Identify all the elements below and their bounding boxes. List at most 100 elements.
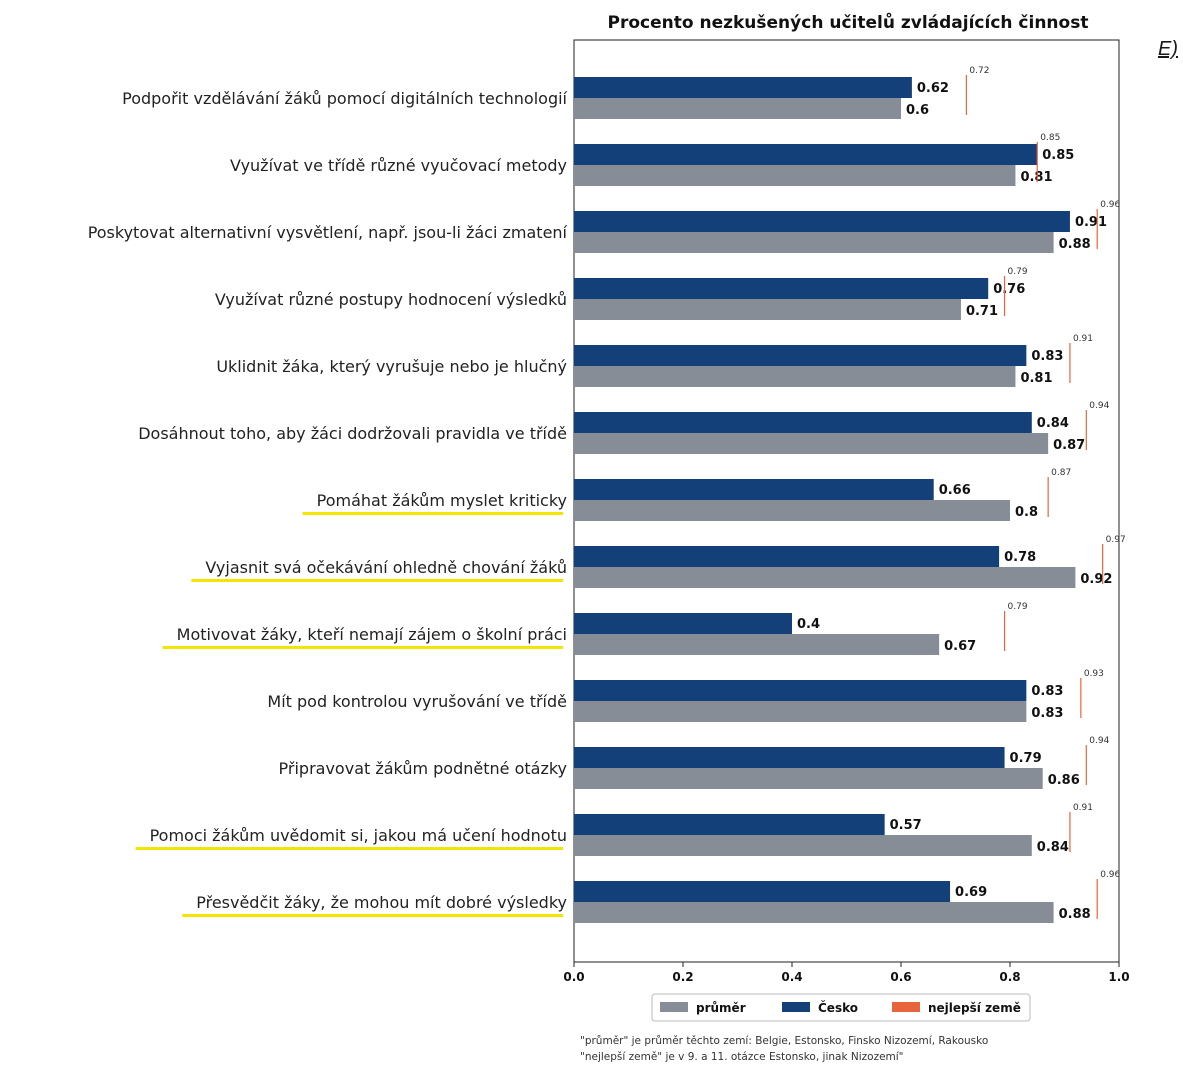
value-label-prumer: 0.86: [1048, 773, 1080, 788]
value-label-cesko: 0.83: [1031, 349, 1063, 364]
legend-swatch: [782, 1002, 810, 1012]
value-label-best: 0.97: [1106, 535, 1126, 545]
legend-label: nejlepší země: [928, 1001, 1021, 1015]
bar-prumer: [574, 366, 1016, 387]
bar-cesko: [574, 345, 1027, 366]
value-label-prumer: 0.92: [1080, 572, 1112, 587]
value-label-prumer: 0.81: [1020, 170, 1052, 185]
bar-cesko: [574, 546, 1000, 567]
value-label-cesko: 0.91: [1075, 215, 1107, 230]
bar-cesko: [574, 680, 1027, 701]
value-label-prumer: 0.84: [1037, 840, 1069, 855]
bar-cesko: [574, 613, 792, 634]
footnote-prumer: "průměr" je průměr těchto zemí: Belgie, …: [580, 1035, 989, 1047]
category-label: Uklidnit žáka, který vyrušuje nebo je hl…: [216, 357, 567, 376]
bar-cesko: [574, 211, 1070, 232]
bar-prumer: [574, 98, 901, 119]
corner-label: E): [1158, 38, 1178, 60]
x-tick-label: 0.6: [890, 970, 911, 984]
value-label-cesko: 0.78: [1004, 550, 1036, 565]
bar-prumer: [574, 768, 1043, 789]
category-label: Dosáhnout toho, aby žáci dodržovali prav…: [138, 424, 567, 443]
highlight-underline: [191, 579, 563, 582]
bar-cesko: [574, 814, 885, 835]
value-label-best: 0.96: [1100, 200, 1120, 210]
value-label-cesko: 0.57: [890, 818, 922, 833]
bar-prumer: [574, 299, 961, 320]
chart-title: Procento nezkušených učitelů zvládajícíc…: [608, 11, 1089, 33]
value-label-best: 0.93: [1084, 669, 1104, 679]
category-label: Motivovat žáky, kteří nemají zájem o ško…: [177, 625, 567, 644]
bars: 0.62 0.6 0.85 0.81 0.91 0.88 0.76 0.71 0.83 0.81 0…: [574, 77, 1112, 923]
bar-prumer: [574, 634, 940, 655]
value-label-best: 0.96: [1100, 870, 1120, 880]
value-label-cesko: 0.84: [1037, 416, 1069, 431]
bar-cesko: [574, 747, 1005, 768]
value-label-cesko: 0.62: [917, 81, 949, 96]
value-label-best: 0.79: [1008, 602, 1028, 612]
value-label-cesko: 0.69: [955, 885, 987, 900]
legend-swatch: [660, 1002, 688, 1012]
category-labels: Podpořit vzdělávání žáků pomocí digitáln…: [88, 89, 568, 912]
value-label-prumer: 0.88: [1059, 907, 1091, 922]
x-tick-label: 1.0: [1108, 970, 1129, 984]
bar-prumer: [574, 835, 1032, 856]
best-country-markers: 0.72 0.85 0.96 0.79 0.91 0.94 0.87 0.97 0.79 0.93…: [965, 66, 1126, 919]
highlight-underline: [162, 646, 563, 649]
highlights: [135, 512, 563, 917]
bar-prumer: [574, 165, 1016, 186]
value-label-cesko: 0.66: [939, 483, 971, 498]
value-label-prumer: 0.6: [906, 103, 929, 118]
x-tick-label: 0.4: [781, 970, 802, 984]
bar-cesko: [574, 412, 1032, 433]
legend-box: [651, 993, 1031, 1022]
bar-cesko: [574, 278, 989, 299]
category-label: Připravovat žákům podnětné otázky: [279, 759, 567, 778]
value-label-prumer: 0.8: [1015, 505, 1038, 520]
bar-prumer: [574, 433, 1049, 454]
value-label-prumer: 0.67: [944, 639, 976, 654]
bar-cesko: [574, 881, 951, 902]
category-label: Pomoci žákům uvědomit si, jakou má učení…: [150, 826, 567, 845]
bar-prumer: [574, 232, 1054, 253]
legend-swatch: [892, 1002, 920, 1012]
category-label: Poskytovat alternativní vysvětlení, např…: [88, 223, 568, 242]
value-label-cesko: 0.4: [797, 617, 820, 632]
category-label: Podpořit vzdělávání žáků pomocí digitáln…: [122, 89, 567, 108]
value-label-best: 0.85: [1040, 133, 1060, 143]
highlight-underline: [135, 847, 563, 850]
bar-cesko: [574, 144, 1038, 165]
value-label-cesko: 0.85: [1042, 148, 1074, 163]
category-label: Vyjasnit svá očekávání ohledně chování ž…: [205, 558, 567, 577]
value-label-prumer: 0.87: [1053, 438, 1085, 453]
legend-label: Česko: [818, 1000, 858, 1015]
x-axis: 0.0 0.2 0.4 0.6 0.8 1.0: [563, 962, 1130, 984]
bar-prumer: [574, 902, 1054, 923]
value-label-best: 0.91: [1073, 803, 1093, 813]
footnote-nejlepsi: "nejlepší země" je v 9. a 11. otázce Est…: [580, 1051, 904, 1063]
value-label-prumer: 0.88: [1059, 237, 1091, 252]
highlight-underline: [182, 914, 563, 917]
bar-prumer: [574, 500, 1010, 521]
x-tick-label: 0.0: [563, 970, 584, 984]
legend-label: průměr: [696, 1001, 746, 1015]
bar-cesko: [574, 77, 912, 98]
value-label-prumer: 0.71: [966, 304, 998, 319]
category-label: Využívat různé postupy hodnocení výsledk…: [215, 290, 567, 309]
category-label: Využívat ve třídě různé vyučovací metody: [230, 156, 567, 175]
bar-cesko: [574, 479, 934, 500]
value-label-best: 0.79: [1008, 267, 1028, 277]
x-tick-label: 0.2: [672, 970, 693, 984]
value-label-prumer: 0.83: [1031, 706, 1063, 721]
category-label: Pomáhat žákům myslet kriticky: [317, 491, 567, 510]
value-label-best: 0.91: [1073, 334, 1093, 344]
value-label-best: 0.72: [969, 66, 989, 76]
legend: průměr Česko nejlepší země: [651, 993, 1031, 1022]
value-label-best: 0.87: [1051, 468, 1071, 478]
x-tick-label: 0.8: [999, 970, 1020, 984]
value-label-cesko: 0.83: [1031, 684, 1063, 699]
bar-prumer: [574, 701, 1027, 722]
value-label-best: 0.94: [1089, 401, 1109, 411]
highlight-underline: [302, 512, 563, 515]
